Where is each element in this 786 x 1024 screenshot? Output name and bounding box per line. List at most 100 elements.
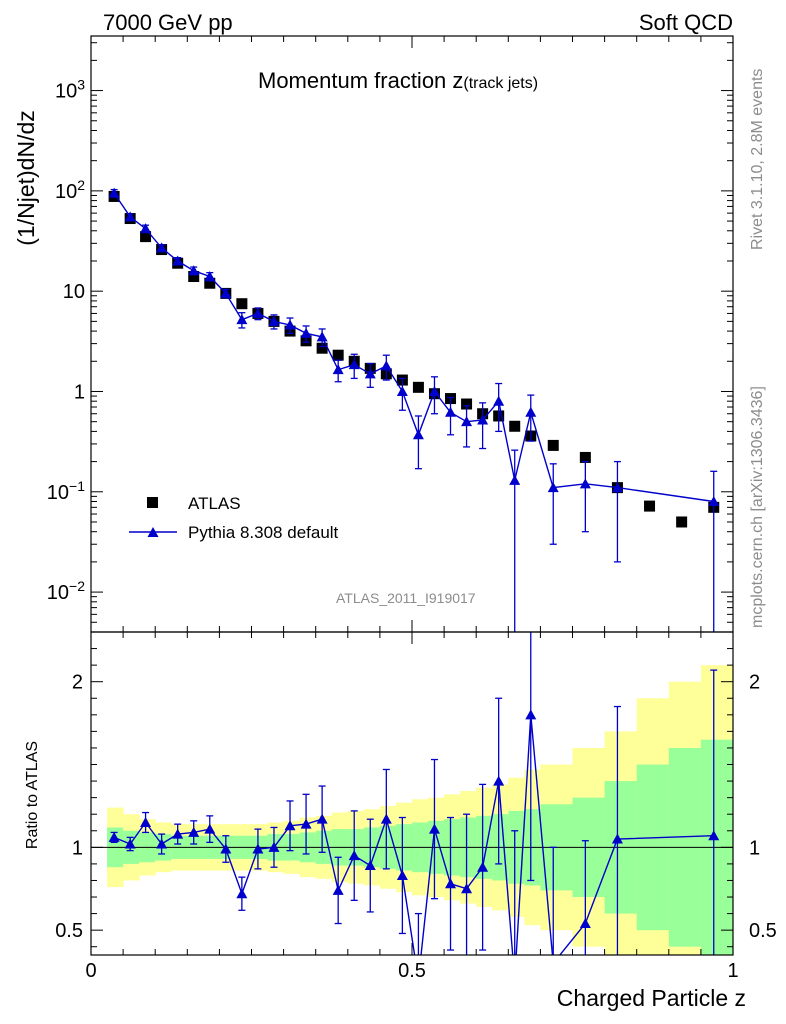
ratio-point [461,883,473,894]
mcplots-label: mcplots.cern.ch [arXiv:1306.3436] [749,386,766,628]
ratio-point [380,813,392,824]
ratio-point [172,828,184,839]
mc-point [204,271,216,282]
main-chart-title-sub: (track jets) [463,75,538,92]
mc-point [525,406,537,417]
ratio-point [236,888,248,899]
mc-point [445,406,457,417]
ratio-point [316,813,328,824]
mc-point [493,395,505,406]
mc-point [611,482,623,493]
header-left: 7000 GeV pp [103,10,233,35]
ratio-point [525,709,537,720]
main-y-tick-label: 103 [55,77,85,103]
ratio-point [188,826,200,837]
ratio-point [220,843,232,854]
ratio-point [708,830,720,841]
main-y-tick-label: 10−1 [47,478,85,504]
main-y-tick-label: 1 [74,381,85,403]
legend-mc-marker [147,527,159,537]
ratio-points [108,632,720,955]
ratio-point [493,775,505,786]
mc-point [477,414,489,425]
mc-point [547,482,559,493]
ratio-y-tick-label-left: 1 [72,837,83,859]
mc-point [579,478,591,489]
atlas-data-point [140,231,152,243]
mc-point [252,307,264,318]
mc-point [268,315,280,326]
legend-mc-label: Pythia 8.308 default [188,523,339,542]
mc-point [708,496,720,507]
ratio-y-axis-title: Ratio to ATLAS [24,741,41,849]
main-y-tick-label: 10 [63,281,85,303]
ratio-point [268,841,280,852]
mc-point [412,429,424,440]
mc-point [284,319,296,330]
x-tick-label: 1 [727,960,738,982]
ratio-point [611,833,623,844]
x-axis-title: Charged Particle z [557,985,746,1011]
ratio-point [108,831,120,842]
legend-data-marker [147,497,158,508]
atlas-data-point [676,516,688,528]
main-panel-frame [90,35,734,633]
ratio-point [445,878,457,889]
mc-point [509,474,521,485]
mc-point [172,255,184,266]
header-right: Soft QCD [639,10,733,35]
ratio-y-tick-label-right: 2 [749,672,760,694]
mc-point [428,385,440,396]
mc-point [348,359,360,370]
main-chart-title-text: Momentum fraction z [258,68,463,93]
main-y-tick-label: 10−2 [47,578,85,604]
mc-point [188,265,200,276]
ratio-point [364,860,376,871]
x-tick-label: 0 [85,960,96,982]
ratio-point [348,850,360,861]
atlas-data-point [644,500,656,512]
atlas-data-point [579,451,591,463]
main-y-axis-title: (1/Njet)dN/dz [13,110,39,245]
ratio-point [284,820,296,831]
atlas-data-point [547,439,559,451]
ratio-point [140,816,152,827]
ratio-point [428,823,440,834]
ratio-y-tick-label-left: 0.5 [55,920,83,942]
ratio-point [477,861,489,872]
atlas-data-point [316,342,328,354]
atlas-data-point [461,398,473,410]
atlas-data-point [412,381,424,393]
analysis-reference-label: ATLAS_2011_I919017 [336,590,476,606]
atlas-data-point [236,298,248,310]
legend-data-label: ATLAS [188,494,241,513]
rivet-label: Rivet 3.1.10, 2.8M events [749,69,766,250]
mc-point [396,385,408,396]
main-y-tick-label: 102 [55,177,85,203]
ratio-y-tick-label-left: 2 [72,672,83,694]
mc-point [236,314,248,325]
ratio-y-tick-label-right: 1 [749,837,760,859]
legend: ATLAS Pythia 8.308 default [129,494,339,542]
atlas-data-point [204,277,216,289]
mc-point [461,416,473,427]
ratio-point [252,843,264,854]
ratio-point [396,869,408,880]
atlas-data-point [509,420,521,432]
mc-point [140,223,152,234]
mc-point [108,187,120,198]
mc-point [156,242,168,253]
ratio-uncertainty-bands [107,665,734,955]
atlas-data-point [188,271,200,283]
atlas-data-point [332,349,344,361]
ratio-point [579,918,591,929]
axis-ticks [90,36,734,955]
mc-series-line [113,192,714,503]
mc-point [364,368,376,379]
main-chart-title: Momentum fraction z(track jets) [258,68,538,93]
mc-point [380,360,392,371]
ratio-point [156,838,168,849]
ratio-point [300,818,312,829]
